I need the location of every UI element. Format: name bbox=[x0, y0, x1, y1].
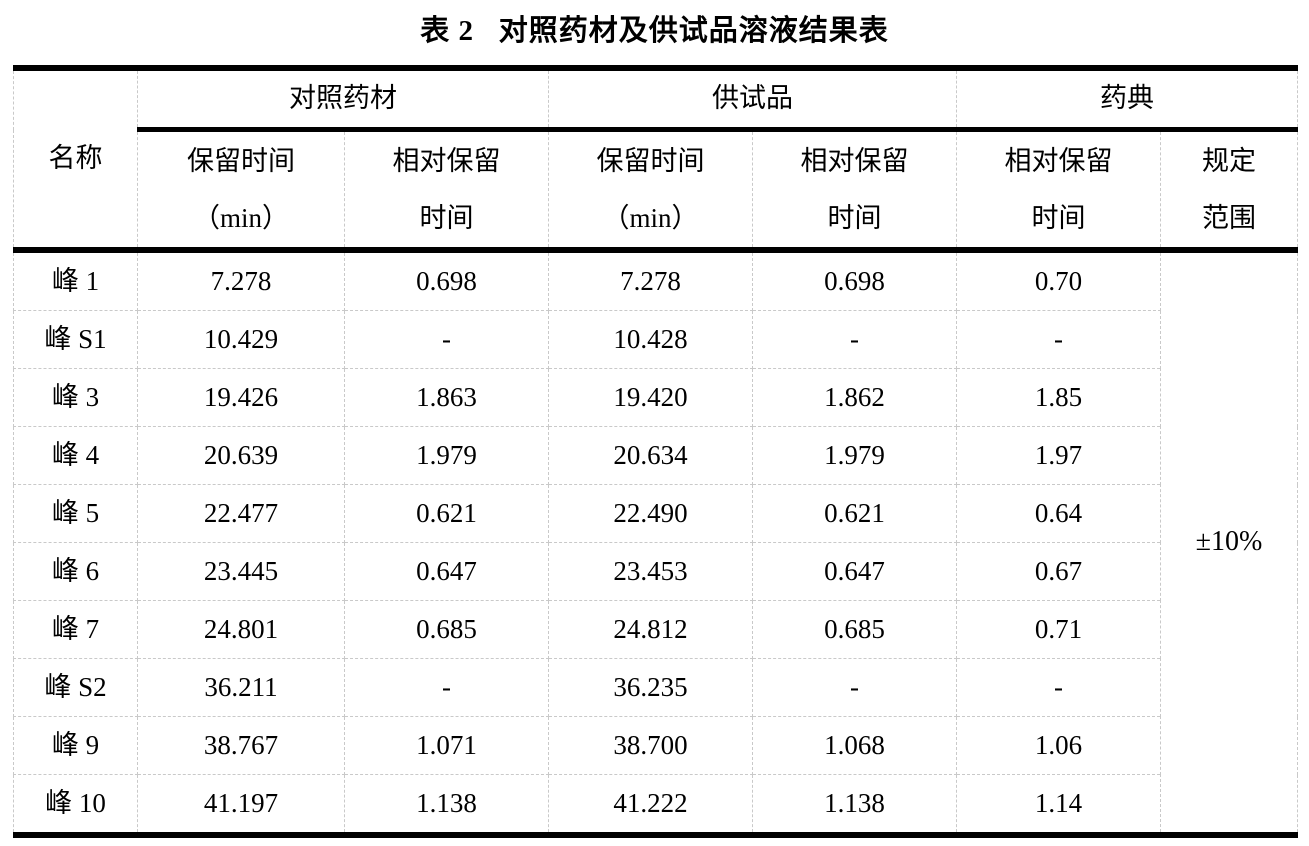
subheader-line: 时间 bbox=[827, 202, 882, 233]
pharm-relative-cell: 1.85 bbox=[956, 368, 1161, 427]
test-relative-cell: 0.698 bbox=[752, 249, 957, 311]
subheader-line: 保留时间 bbox=[187, 145, 295, 176]
ref-retention-cell: 19.426 bbox=[137, 368, 345, 427]
table-row: 峰 3 19.426 1.863 19.420 1.862 1.85 bbox=[13, 368, 1298, 427]
pharm-relative-cell: 1.97 bbox=[956, 426, 1161, 485]
subheader-line: （min） bbox=[602, 202, 699, 233]
peak-name-cell: 峰 3 bbox=[13, 368, 138, 427]
results-table: 名称 对照药材 供试品 药典 保留时间 （min） 相对保留 时间 保留时间 （… bbox=[13, 65, 1298, 838]
ref-retention-cell: 20.639 bbox=[137, 426, 345, 485]
corner-header-cell: 名称 bbox=[13, 65, 138, 253]
header-sub-row: 保留时间 （min） 相对保留 时间 保留时间 （min） 相对保留 时间 相对… bbox=[14, 129, 1298, 253]
table-row: 峰 S1 10.429 - 10.428 - - bbox=[13, 310, 1298, 369]
ref-retention-cell: 36.211 bbox=[137, 658, 345, 717]
test-retention-cell: 38.700 bbox=[548, 716, 753, 775]
subheader-line: 相对保留 bbox=[392, 145, 501, 176]
subheader-pharm-relative: 相对保留 时间 bbox=[956, 129, 1161, 253]
pharm-relative-cell: 1.14 bbox=[956, 774, 1161, 838]
subheader-line: 相对保留 bbox=[1004, 145, 1113, 176]
subheader-test-relative: 相对保留 时间 bbox=[752, 129, 957, 253]
test-relative-cell: 0.685 bbox=[752, 600, 957, 659]
ref-retention-cell: 22.477 bbox=[137, 484, 345, 543]
group-header-reference: 对照药材 bbox=[137, 65, 549, 132]
test-relative-cell: 0.621 bbox=[752, 484, 957, 543]
ref-relative-cell: - bbox=[344, 310, 549, 369]
pharm-relative-cell: 0.64 bbox=[956, 484, 1161, 543]
pharm-relative-cell: - bbox=[956, 658, 1161, 717]
subheader-test-retention: 保留时间 （min） bbox=[548, 129, 753, 253]
peak-name-cell: 峰 S2 bbox=[13, 658, 138, 717]
table-row: 峰 4 20.639 1.979 20.634 1.979 1.97 bbox=[13, 426, 1298, 485]
pharm-relative-cell: 0.71 bbox=[956, 600, 1161, 659]
peak-name-cell: 峰 5 bbox=[13, 484, 138, 543]
table-row: 峰 9 38.767 1.071 38.700 1.068 1.06 bbox=[13, 716, 1298, 775]
peak-name-cell: 峰 1 bbox=[13, 249, 138, 311]
test-retention-cell: 22.490 bbox=[548, 484, 753, 543]
group-header-pharmacopoeia: 药典 bbox=[956, 65, 1298, 132]
test-relative-cell: 1.138 bbox=[752, 774, 957, 838]
test-retention-cell: 7.278 bbox=[548, 249, 753, 311]
ref-retention-cell: 23.445 bbox=[137, 542, 345, 601]
table-row: 峰 S2 36.211 - 36.235 - - bbox=[13, 658, 1298, 717]
ref-retention-cell: 38.767 bbox=[137, 716, 345, 775]
specified-range-cell: ±10% bbox=[1160, 249, 1298, 838]
table-row: 峰 5 22.477 0.621 22.490 0.621 0.64 bbox=[13, 484, 1298, 543]
peak-name-cell: 峰 10 bbox=[13, 774, 138, 838]
peak-name-cell: 峰 6 bbox=[13, 542, 138, 601]
test-relative-cell: - bbox=[752, 658, 957, 717]
ref-relative-cell: 0.685 bbox=[344, 600, 549, 659]
table-row: 峰 6 23.445 0.647 23.453 0.647 0.67 bbox=[13, 542, 1298, 601]
test-relative-cell: 1.979 bbox=[752, 426, 957, 485]
test-retention-cell: 36.235 bbox=[548, 658, 753, 717]
test-retention-cell: 19.420 bbox=[548, 368, 753, 427]
peak-name-cell: 峰 9 bbox=[13, 716, 138, 775]
test-relative-cell: 1.862 bbox=[752, 368, 957, 427]
subheader-ref-retention: 保留时间 （min） bbox=[137, 129, 345, 253]
group-header-test-sample: 供试品 bbox=[548, 65, 957, 132]
ref-relative-cell: 0.647 bbox=[344, 542, 549, 601]
subheader-line: 相对保留 bbox=[800, 145, 909, 176]
subheader-line: 保留时间 bbox=[596, 145, 705, 176]
test-retention-cell: 10.428 bbox=[548, 310, 753, 369]
peak-name-cell: 峰 S1 bbox=[13, 310, 138, 369]
subheader-line: 规定 bbox=[1202, 145, 1256, 176]
ref-relative-cell: 1.138 bbox=[344, 774, 549, 838]
subheader-line: （min） bbox=[192, 202, 289, 233]
pharm-relative-cell: - bbox=[956, 310, 1161, 369]
ref-relative-cell: 0.621 bbox=[344, 484, 549, 543]
ref-relative-cell: 1.979 bbox=[344, 426, 549, 485]
subheader-line: 时间 bbox=[419, 202, 474, 233]
ref-retention-cell: 10.429 bbox=[137, 310, 345, 369]
table-row: 峰 7 24.801 0.685 24.812 0.685 0.71 bbox=[13, 600, 1298, 659]
subheader-line: 范围 bbox=[1202, 202, 1256, 233]
ref-relative-cell: 1.863 bbox=[344, 368, 549, 427]
test-retention-cell: 20.634 bbox=[548, 426, 753, 485]
test-retention-cell: 41.222 bbox=[548, 774, 753, 838]
ref-relative-cell: 1.071 bbox=[344, 716, 549, 775]
test-relative-cell: - bbox=[752, 310, 957, 369]
test-relative-cell: 1.068 bbox=[752, 716, 957, 775]
pharm-relative-cell: 0.67 bbox=[956, 542, 1161, 601]
peak-name-cell: 峰 4 bbox=[13, 426, 138, 485]
test-retention-cell: 24.812 bbox=[548, 600, 753, 659]
test-retention-cell: 23.453 bbox=[548, 542, 753, 601]
header-group-row: 名称 对照药材 供试品 药典 bbox=[13, 65, 1298, 253]
pharm-relative-cell: 0.70 bbox=[956, 249, 1161, 311]
ref-retention-cell: 41.197 bbox=[137, 774, 345, 838]
table-row: 峰 1 7.278 0.698 7.278 0.698 0.70 ±10% bbox=[13, 249, 1298, 838]
peak-name-cell: 峰 7 bbox=[13, 600, 138, 659]
subheader-line: 时间 bbox=[1031, 202, 1086, 233]
ref-relative-cell: - bbox=[344, 658, 549, 717]
ref-retention-cell: 7.278 bbox=[137, 249, 345, 311]
table-title: 表 2 对照药材及供试品溶液结果表 bbox=[420, 15, 889, 47]
pharm-relative-cell: 1.06 bbox=[956, 716, 1161, 775]
subheader-ref-relative: 相对保留 时间 bbox=[344, 129, 549, 253]
subheader-specified-range: 规定 范围 bbox=[1160, 129, 1298, 253]
table-row: 峰 10 41.197 1.138 41.222 1.138 1.14 bbox=[13, 774, 1298, 838]
ref-retention-cell: 24.801 bbox=[137, 600, 345, 659]
ref-relative-cell: 0.698 bbox=[344, 249, 549, 311]
test-relative-cell: 0.647 bbox=[752, 542, 957, 601]
